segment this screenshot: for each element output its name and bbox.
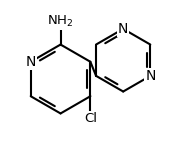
Text: N: N [118,22,128,36]
Text: Cl: Cl [84,112,97,125]
Text: N: N [25,55,36,69]
Text: NH$_2$: NH$_2$ [47,14,74,29]
Text: N: N [145,69,155,83]
